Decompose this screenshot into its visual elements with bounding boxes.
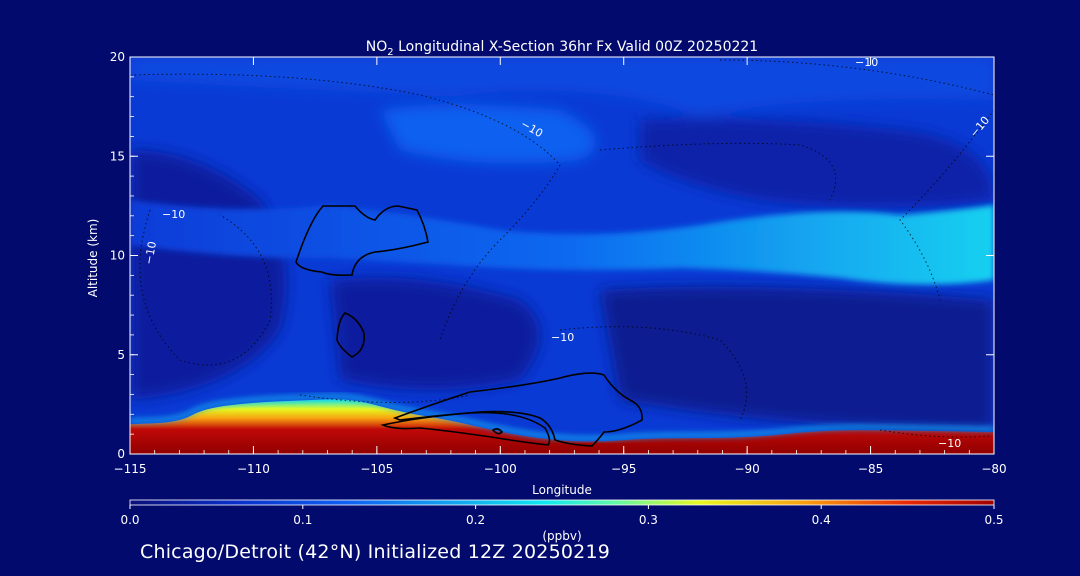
x-tick-label: −105	[360, 462, 393, 476]
y-tick-label: 5	[117, 348, 125, 362]
isoline-1	[130, 73, 561, 341]
x-tick-label: −110	[237, 462, 270, 476]
footer-caption: Chicago/Detroit (42°N) Initialized 12Z 2…	[140, 541, 611, 563]
colorbar-tick-label: 0.1	[293, 513, 312, 527]
colorbar-tick-label: 0.5	[984, 513, 1003, 527]
colorbar-tick-label: 0.4	[812, 513, 831, 527]
contour-upper-left	[295, 205, 429, 276]
upper-no2-band	[130, 200, 994, 285]
solid-contours	[295, 205, 643, 447]
contour-label: −10	[855, 56, 878, 69]
mid-dark-column	[330, 277, 540, 390]
isoline-5	[559, 326, 748, 421]
title-suffix: Longitudinal X-Section 36hr Fx Valid 00Z…	[394, 39, 759, 55]
colorbar-ticks: 0.0 0.1 0.2 0.3 0.4 0.5	[120, 505, 1004, 527]
y-tick-label: 15	[110, 149, 125, 163]
x-tick-label: −115	[114, 462, 147, 476]
contour-label: −10	[551, 331, 574, 344]
colorbar-tick-label: 0.3	[639, 513, 658, 527]
contour-mid-left	[336, 312, 366, 358]
y-axis-label: Altitude (km)	[86, 219, 100, 298]
upper-light-band	[380, 105, 596, 164]
x-tick-label: −80	[981, 462, 1006, 476]
x-tick-label: −85	[858, 462, 883, 476]
colorbar-tick-label: 0.2	[466, 513, 485, 527]
title-subscript: 2	[387, 47, 393, 58]
y-axis: 0 5 10 15 20	[110, 50, 994, 461]
title-prefix: NO	[366, 39, 388, 55]
contour-label: −10	[162, 208, 185, 221]
lower-right-dark	[600, 286, 994, 430]
contour-label: −10	[142, 240, 159, 265]
plot-area: −10 −10 −10 −10 −10 −10 −10	[130, 56, 994, 454]
x-axis: −115 −110 −105 −100 −95 −90 −85 −80	[114, 57, 1007, 476]
colorbar-frame	[129, 499, 995, 506]
upper-dark-lobe	[640, 118, 994, 208]
x-tick-label: −100	[484, 462, 517, 476]
x-tick-label: −95	[611, 462, 636, 476]
y-tick-label: 20	[110, 50, 125, 64]
y-tick-label: 10	[110, 249, 125, 263]
contour-lower-right	[392, 372, 643, 447]
surface-no2-halo	[130, 393, 994, 441]
colorbar-unit-label: (ppbv)	[542, 529, 581, 543]
x-axis-label: Longitude	[532, 483, 592, 497]
upper-light-patch	[130, 57, 994, 115]
y-tick-label: 0	[117, 447, 125, 461]
surface-no2-layer	[130, 399, 994, 454]
x-tick-label: −90	[734, 462, 759, 476]
contour-label: −10	[938, 437, 961, 450]
colorbar	[130, 500, 994, 505]
isoline-8	[879, 429, 991, 438]
contour-small-loop	[491, 428, 504, 435]
colorbar-tick-label: 0.0	[120, 513, 139, 527]
chart-title: NO2 Longitudinal X-Section 36hr Fx Valid…	[366, 39, 758, 58]
isoline-6	[599, 142, 837, 201]
contour-lower-inner	[380, 411, 551, 446]
